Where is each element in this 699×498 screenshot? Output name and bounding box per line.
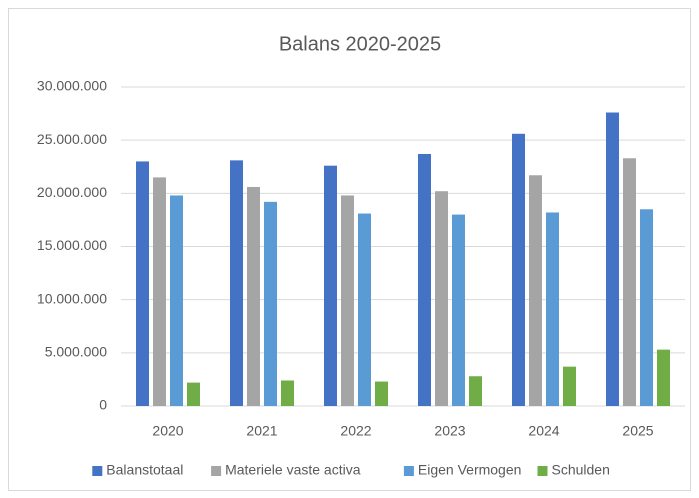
- y-tick-label: 30.000.000: [37, 78, 107, 94]
- bar: [623, 158, 636, 406]
- y-tick-label: 25.000.000: [37, 131, 107, 147]
- bar: [230, 160, 243, 406]
- x-tick-label: 2025: [622, 423, 653, 439]
- legend-label: Schulden: [552, 462, 610, 478]
- legend-swatch: [211, 466, 222, 476]
- bar: [247, 186, 260, 406]
- y-tick-label: 10.000.000: [37, 290, 107, 306]
- y-tick-label: 15.000.000: [37, 237, 107, 253]
- bar: [358, 213, 371, 406]
- legend-swatch: [92, 466, 103, 476]
- bar: [546, 212, 559, 406]
- bar: [264, 201, 277, 406]
- bar: [640, 209, 653, 406]
- bar: [563, 366, 576, 406]
- bar: [281, 380, 294, 406]
- bar: [529, 175, 542, 406]
- bar: [512, 133, 525, 406]
- bar: [657, 349, 670, 406]
- bar: [375, 381, 388, 406]
- x-tick-label: 2022: [340, 423, 371, 439]
- bar: [606, 112, 619, 407]
- bar: [452, 214, 465, 406]
- bar: [324, 165, 337, 406]
- x-tick-label: 2021: [246, 423, 277, 439]
- x-tick-label: 2023: [434, 423, 465, 439]
- legend-label: Materiele vaste activa: [225, 462, 361, 478]
- bar: [136, 161, 149, 406]
- legend-swatch: [537, 466, 548, 476]
- bar: [418, 153, 431, 406]
- bar: [435, 191, 448, 406]
- legend-swatch: [403, 466, 414, 476]
- chart-title: Balans 2020-2025: [279, 33, 441, 55]
- bar: [153, 177, 166, 406]
- legend-label: Balanstotaal: [106, 462, 183, 478]
- bar: [469, 376, 482, 406]
- y-tick-label: 0: [99, 397, 107, 413]
- bar: [170, 195, 183, 406]
- bar: [187, 382, 200, 406]
- legend-label: Eigen Vermogen: [418, 462, 522, 478]
- x-tick-label: 2024: [528, 423, 559, 439]
- y-tick-label: 5.000.000: [45, 344, 107, 360]
- y-tick-label: 20.000.000: [37, 184, 107, 200]
- x-tick-label: 2020: [152, 423, 183, 439]
- bar: [341, 195, 354, 406]
